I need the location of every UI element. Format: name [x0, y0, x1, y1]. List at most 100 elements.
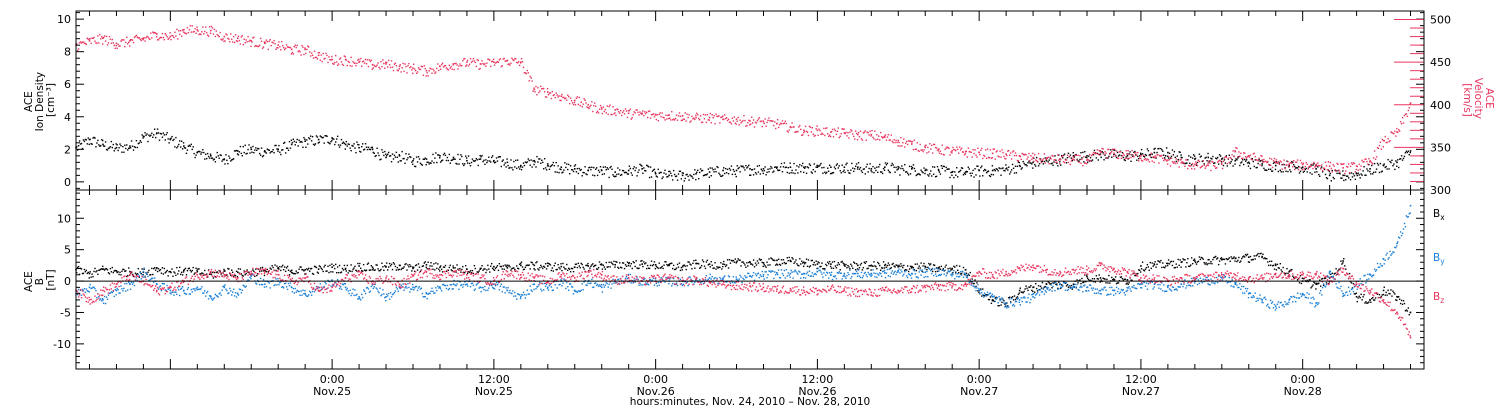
data-dot — [1381, 148, 1382, 149]
data-dot — [671, 175, 672, 176]
data-dot — [426, 267, 427, 268]
data-dot — [411, 161, 412, 162]
data-dot — [280, 270, 281, 271]
data-dot — [356, 141, 357, 142]
data-dot — [1400, 158, 1401, 159]
data-dot — [1003, 156, 1004, 157]
data-dot — [697, 170, 698, 171]
data-dot — [638, 114, 639, 115]
data-dot — [1200, 259, 1201, 260]
data-dot — [1220, 155, 1221, 156]
data-dot — [416, 73, 417, 74]
data-dot — [1027, 162, 1028, 163]
data-dot — [1187, 258, 1188, 259]
data-dot — [1056, 162, 1057, 163]
data-dot — [1409, 154, 1410, 155]
data-dot — [1005, 158, 1006, 159]
data-dot — [489, 59, 490, 60]
data-point — [587, 265, 589, 267]
data-dot — [605, 166, 606, 167]
data-dot — [87, 143, 88, 144]
data-dot — [817, 135, 818, 136]
data-point — [1342, 260, 1344, 262]
data-dot — [246, 153, 247, 154]
data-dot — [210, 33, 211, 34]
data-dot — [898, 167, 899, 168]
data-dot — [709, 177, 710, 178]
data-dot — [861, 263, 862, 264]
data-dot — [793, 163, 794, 164]
data-dot — [606, 169, 607, 170]
data-dot — [695, 115, 696, 116]
data-point — [129, 40, 131, 42]
data-dot — [1214, 166, 1215, 167]
data-dot — [510, 63, 511, 64]
data-dot — [347, 288, 348, 289]
data-dot — [806, 258, 807, 259]
data-dot — [934, 265, 935, 266]
data-dot — [1009, 297, 1010, 298]
data-dot — [623, 110, 624, 111]
data-dot — [901, 145, 902, 146]
data-dot — [1279, 267, 1280, 268]
data-dot — [680, 171, 681, 172]
data-point — [601, 108, 603, 110]
data-dot — [582, 267, 583, 268]
data-dot — [108, 42, 109, 43]
data-point — [412, 268, 414, 270]
data-dot — [647, 265, 648, 266]
data-dot — [363, 289, 364, 290]
data-dot — [890, 172, 891, 173]
data-dot — [503, 265, 504, 266]
data-point — [1275, 162, 1277, 164]
data-dot — [615, 176, 616, 177]
data-dot — [1289, 169, 1290, 170]
data-dot — [906, 171, 907, 172]
data-dot — [849, 173, 850, 174]
data-dot — [1126, 282, 1127, 283]
data-dot — [361, 66, 362, 67]
data-dot — [594, 102, 595, 103]
data-dot — [266, 152, 267, 153]
data-dot — [1076, 160, 1077, 161]
data-point — [1059, 159, 1061, 161]
data-dot — [448, 160, 449, 161]
data-point — [924, 170, 926, 172]
data-dot — [1024, 288, 1025, 289]
data-dot — [208, 36, 209, 37]
data-dot — [641, 165, 642, 166]
data-dot — [360, 268, 361, 269]
data-dot — [558, 95, 559, 96]
data-dot — [930, 170, 931, 171]
data-dot — [321, 54, 322, 55]
data-dot — [1374, 163, 1375, 164]
data-dot — [1053, 161, 1054, 162]
data-dot — [1217, 157, 1218, 158]
data-dot — [239, 40, 240, 41]
data-dot — [862, 269, 863, 270]
data-dot — [497, 160, 498, 161]
data-dot — [637, 112, 638, 113]
data-dot — [679, 262, 680, 263]
data-dot — [354, 63, 355, 64]
data-dot — [870, 170, 871, 171]
data-dot — [603, 166, 604, 167]
data-dot — [1177, 267, 1178, 268]
data-dot — [466, 64, 467, 65]
data-point — [277, 44, 279, 46]
data-dot — [1244, 152, 1245, 153]
data-dot — [916, 148, 917, 149]
data-dot — [1207, 153, 1208, 154]
data-dot — [1391, 160, 1392, 161]
data-dot — [233, 289, 234, 290]
data-dot — [109, 147, 110, 148]
data-dot — [287, 266, 288, 267]
data-dot — [684, 180, 685, 181]
data-dot — [955, 175, 956, 176]
data-dot — [1283, 159, 1284, 160]
data-dot — [1281, 271, 1282, 272]
data-dot — [174, 146, 175, 147]
data-dot — [985, 170, 986, 171]
data-dot — [1040, 286, 1041, 287]
